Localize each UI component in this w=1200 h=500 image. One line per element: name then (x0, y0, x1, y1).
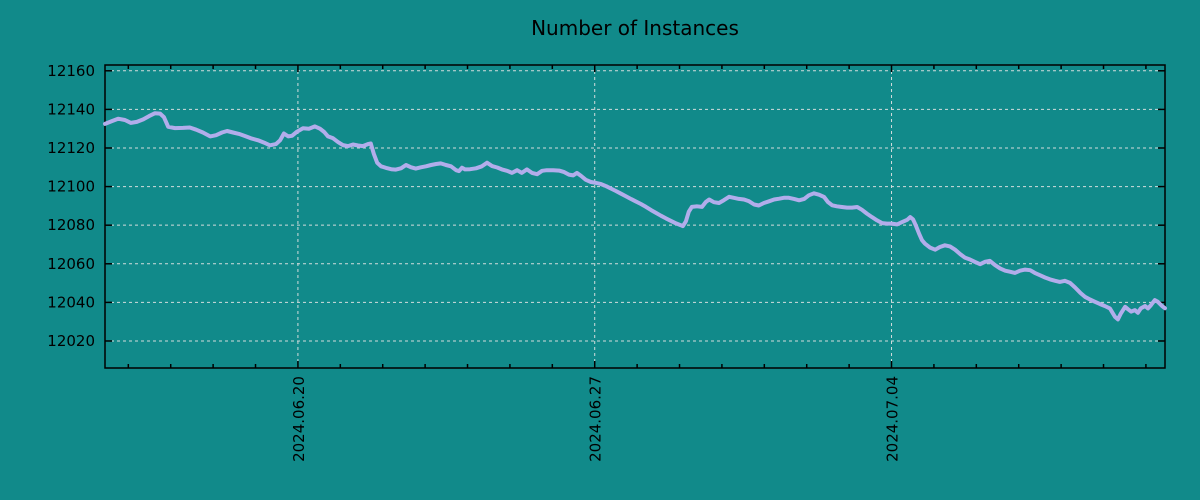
y-tick-label: 12140 (47, 100, 95, 118)
plot-border (104, 64, 1166, 369)
gridlines (105, 65, 1165, 368)
y-tick-label: 12120 (47, 139, 95, 157)
x-tick-label: 2024.06.27 (587, 376, 605, 462)
y-tick-label: 12040 (47, 293, 95, 311)
axis-ticks (105, 65, 1165, 368)
series-line-instances (103, 111, 1167, 322)
axis-labels: 12020 12040 12060 12080 12100 12120 12140 12160… (47, 62, 901, 462)
y-tick-label: 12020 (47, 332, 95, 350)
y-tick-label: 12160 (47, 62, 95, 80)
y-tick-label: 12060 (47, 255, 95, 273)
chart-title: Number of Instances (531, 16, 739, 40)
y-tick-label: 12080 (47, 216, 95, 234)
y-tick-label: 12100 (47, 178, 95, 196)
x-tick-label: 2024.06.20 (290, 376, 308, 462)
x-tick-label: 2024.07.04 (884, 376, 902, 462)
